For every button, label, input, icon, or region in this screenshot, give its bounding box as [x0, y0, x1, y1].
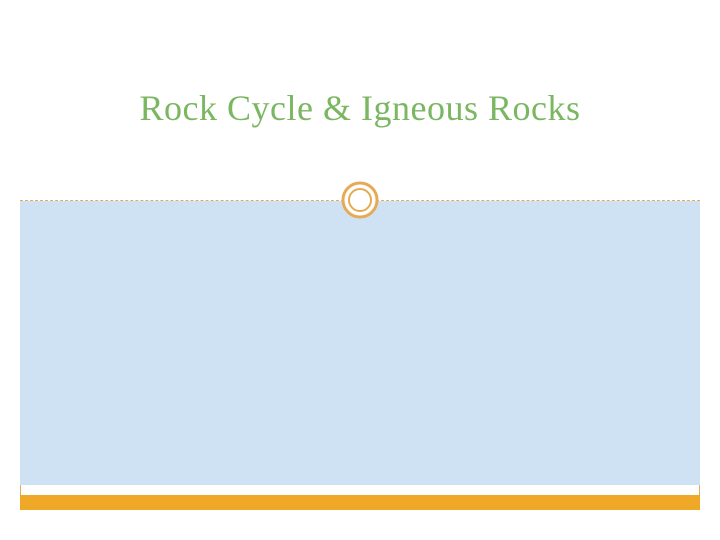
title-area: Rock Cycle & Igneous Rocks	[20, 15, 700, 200]
circle-ornament-icon	[340, 180, 380, 220]
slide-title: Rock Cycle & Igneous Rocks	[140, 87, 581, 129]
bottom-accent-bar	[20, 495, 700, 510]
body-area	[20, 201, 700, 485]
